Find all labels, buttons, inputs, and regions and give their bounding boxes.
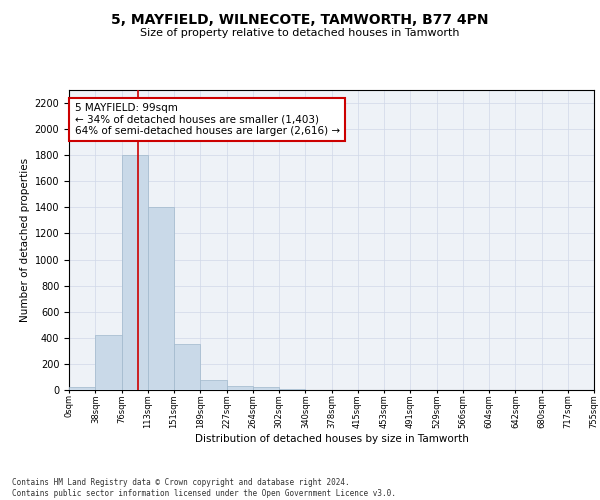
- Bar: [95, 335, 122, 390]
- Text: 5, MAYFIELD, WILNECOTE, TAMWORTH, B77 4PN: 5, MAYFIELD, WILNECOTE, TAMWORTH, B77 4P…: [111, 12, 489, 26]
- Text: Contains HM Land Registry data © Crown copyright and database right 2024.
Contai: Contains HM Land Registry data © Crown c…: [12, 478, 396, 498]
- Bar: [148, 208, 174, 390]
- Bar: [69, 388, 95, 390]
- Bar: [122, 155, 148, 390]
- Bar: [227, 386, 253, 390]
- Bar: [200, 380, 227, 390]
- Bar: [253, 388, 279, 390]
- Bar: [279, 388, 305, 390]
- Text: Size of property relative to detached houses in Tamworth: Size of property relative to detached ho…: [140, 28, 460, 38]
- X-axis label: Distribution of detached houses by size in Tamworth: Distribution of detached houses by size …: [194, 434, 469, 444]
- Bar: [174, 344, 200, 390]
- Y-axis label: Number of detached properties: Number of detached properties: [20, 158, 31, 322]
- Text: 5 MAYFIELD: 99sqm
← 34% of detached houses are smaller (1,403)
64% of semi-detac: 5 MAYFIELD: 99sqm ← 34% of detached hous…: [74, 103, 340, 136]
